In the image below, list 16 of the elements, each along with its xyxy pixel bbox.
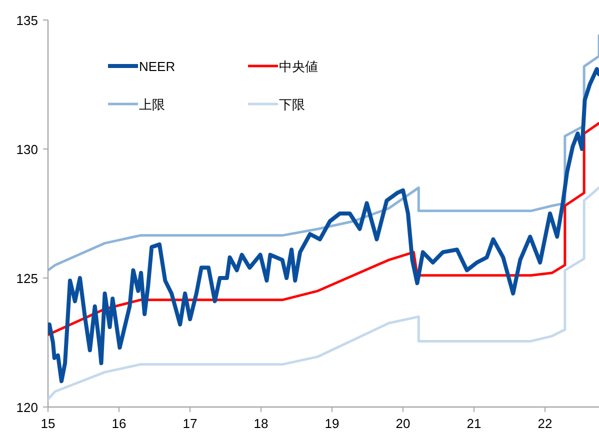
x-tick-label: 15 bbox=[40, 416, 56, 431]
x-tick-label: 18 bbox=[254, 416, 268, 431]
x-tick-label: 16 bbox=[112, 416, 126, 431]
legend-label: NEER bbox=[139, 59, 176, 74]
x-tick-label: 20 bbox=[396, 416, 410, 431]
y-tick-label: 125 bbox=[16, 271, 38, 286]
legend-label: 下限 bbox=[279, 97, 305, 112]
y-tick-label: 135 bbox=[16, 13, 38, 28]
legend-label: 上限 bbox=[139, 97, 165, 112]
legend-label: 中央値 bbox=[279, 59, 318, 74]
x-tick-label: 19 bbox=[324, 416, 340, 431]
x-tick-label: 22 bbox=[538, 416, 552, 431]
y-tick-label: 120 bbox=[16, 400, 38, 415]
x-tick-label: 21 bbox=[466, 416, 482, 431]
x-tick-label: 17 bbox=[182, 416, 198, 431]
y-tick-label: 130 bbox=[16, 142, 38, 157]
